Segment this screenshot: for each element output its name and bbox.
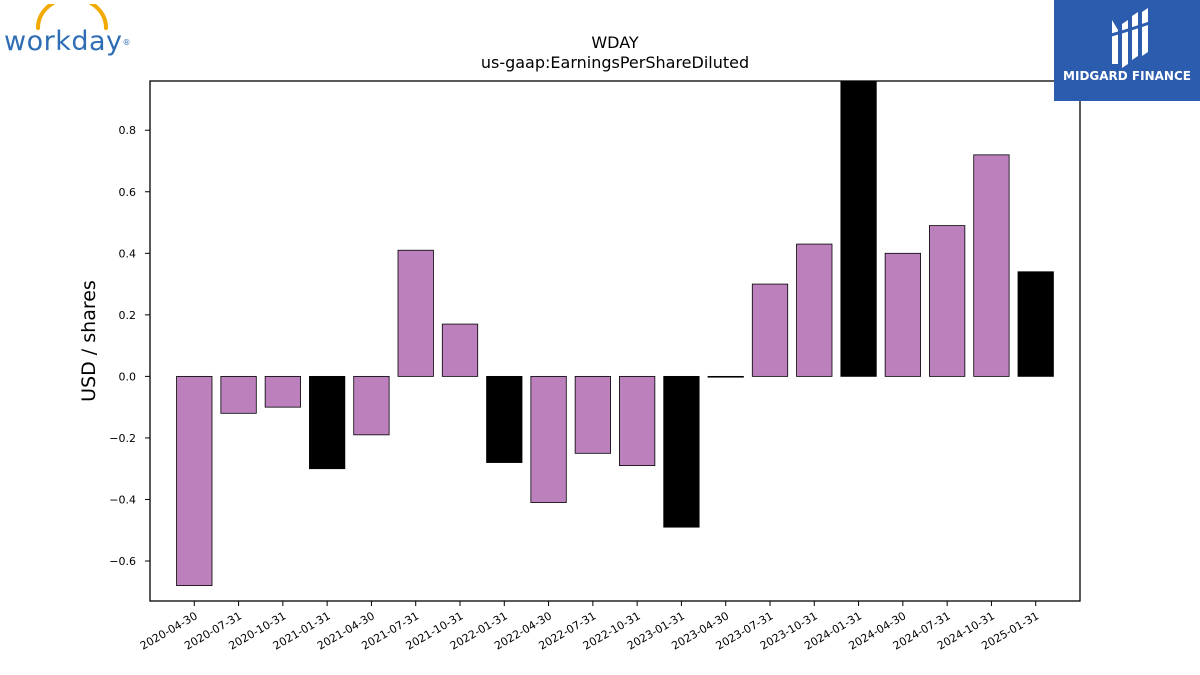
midgard-emblem-icon bbox=[1107, 8, 1153, 68]
y-tick-label: 0.0 bbox=[119, 370, 137, 383]
workday-arc-icon bbox=[36, 4, 108, 30]
bar bbox=[397, 249, 434, 377]
y-tick-label: 0.6 bbox=[119, 186, 137, 199]
bar bbox=[486, 375, 523, 463]
bar bbox=[176, 375, 213, 587]
bar bbox=[220, 375, 257, 414]
chart-subtitle: us-gaap:EarningsPerShareDiluted bbox=[480, 53, 750, 72]
bar bbox=[1017, 271, 1054, 377]
y-tick-label: −0.2 bbox=[109, 432, 136, 445]
chart-title: WDAY bbox=[591, 33, 639, 52]
bar bbox=[264, 375, 301, 408]
bar bbox=[707, 375, 744, 378]
y-tick-label: 0.8 bbox=[119, 124, 137, 137]
midgard-finance-logo: MIDGARD FINANCE bbox=[1054, 0, 1200, 101]
bar bbox=[309, 375, 346, 470]
workday-logo: workday® bbox=[4, 4, 134, 57]
midgard-wordmark: MIDGARD FINANCE bbox=[1063, 69, 1191, 83]
y-axis-label: USD / shares bbox=[78, 280, 100, 402]
y-tick-label: 0.4 bbox=[119, 247, 137, 260]
y-tick-label: 0.2 bbox=[119, 309, 137, 322]
bar bbox=[353, 375, 390, 436]
bar bbox=[663, 375, 700, 528]
bar bbox=[751, 283, 789, 377]
bar bbox=[530, 375, 567, 503]
bar bbox=[884, 252, 921, 377]
bar bbox=[574, 375, 611, 454]
bar bbox=[796, 243, 833, 377]
y-tick-label: −0.4 bbox=[109, 493, 136, 506]
plot-frame bbox=[149, 80, 1081, 602]
workday-wordmark: workday bbox=[4, 26, 123, 57]
bar bbox=[441, 323, 479, 377]
registered-mark: ® bbox=[122, 38, 132, 47]
bar bbox=[619, 375, 656, 467]
bar bbox=[929, 225, 966, 377]
bars-group bbox=[176, 81, 1054, 587]
bar bbox=[840, 81, 877, 377]
y-tick-label: −0.6 bbox=[109, 555, 136, 568]
bar bbox=[973, 154, 1010, 377]
